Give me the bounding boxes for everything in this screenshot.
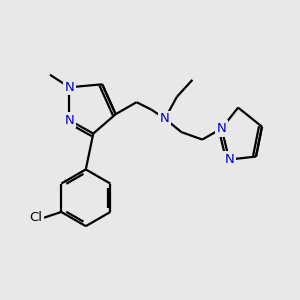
Text: N: N xyxy=(64,114,74,127)
Text: N: N xyxy=(64,81,74,94)
Text: N: N xyxy=(217,122,226,135)
Text: Cl: Cl xyxy=(29,212,42,224)
Text: N: N xyxy=(160,112,170,125)
Text: N: N xyxy=(224,153,234,166)
